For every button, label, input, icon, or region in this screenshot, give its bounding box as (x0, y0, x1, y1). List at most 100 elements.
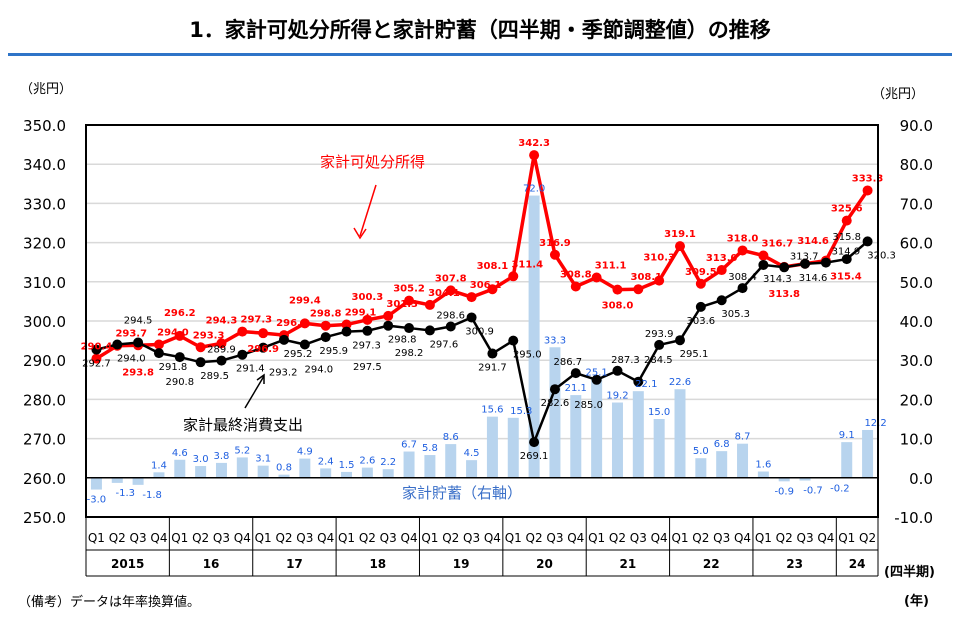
income-point (362, 314, 373, 325)
savings-bar (424, 455, 436, 478)
consumption-label: 297.5 (353, 362, 382, 373)
consumption-point (133, 337, 144, 348)
savings-label: 1.5 (339, 460, 355, 471)
left-tick-label: 280.0 (23, 391, 66, 409)
savings-label: 8.6 (443, 432, 459, 443)
income-point (487, 284, 498, 295)
income-label: 314.6 (797, 236, 829, 247)
savings-label: 6.7 (401, 440, 417, 451)
savings-bar (507, 417, 519, 478)
savings-bar (799, 477, 811, 481)
plot-frame (85, 124, 879, 518)
savings-label: 1.6 (755, 460, 771, 471)
quarter-tick-label: Q2 (359, 531, 376, 545)
consumption-label: 294.0 (305, 365, 334, 376)
income-point (404, 295, 415, 306)
quarter-tick-label: Q4 (651, 531, 668, 545)
quarter-tick-label: Q3 (463, 531, 480, 545)
consumption-label: 292.7 (82, 359, 111, 370)
consumption-label: 303.6 (687, 316, 716, 327)
quarter-tick-label: Q1 (755, 531, 772, 545)
consumption-point (779, 262, 790, 273)
savings-label: 6.8 (714, 439, 730, 450)
savings-bar (528, 195, 540, 478)
income-label: 306.1 (470, 280, 502, 291)
savings-bar (236, 457, 248, 478)
income-point (195, 342, 206, 353)
savings-label: 19.2 (606, 391, 628, 402)
consumption-point (654, 339, 665, 350)
quarter-tick-label: Q1 (505, 531, 522, 545)
savings-label: 15.0 (648, 407, 670, 418)
income-point (508, 271, 519, 282)
consumption-label: 297.6 (430, 339, 459, 350)
income-label: 296.2 (164, 308, 196, 319)
consumption-point (841, 254, 852, 265)
right-tick-label: 0.0 (909, 470, 933, 488)
income-point (424, 299, 435, 310)
consumption-point (237, 349, 248, 360)
consumption-label: 298.8 (388, 335, 417, 346)
quarter-tick-label: Q1 (838, 531, 855, 545)
consumption-point (195, 357, 206, 368)
year-tick-label: 22 (703, 557, 720, 571)
income-label: 333.3 (852, 173, 884, 184)
savings-label: 12.2 (864, 418, 886, 429)
income-label: 294.3 (206, 315, 238, 326)
consumption-label: 294.0 (117, 354, 146, 365)
income-point (529, 150, 540, 161)
consumption-point (299, 339, 310, 350)
income-point (466, 292, 477, 303)
quarter-tick-label: Q4 (817, 531, 834, 545)
savings-bar (320, 468, 332, 478)
left-tick-label: 250.0 (23, 509, 66, 527)
savings-label: 0.8 (276, 463, 292, 474)
income-label: 293.7 (115, 329, 147, 340)
consumption-label: 269.1 (520, 451, 549, 462)
savings-bar (778, 477, 790, 482)
left-tick-label: 350.0 (23, 117, 66, 135)
left-tick-label: 290.0 (23, 352, 66, 370)
consumption-point (91, 344, 102, 355)
savings-annotation: 家計貯蓄（右軸） (402, 484, 522, 502)
savings-bar (841, 442, 853, 478)
income-label: 311.4 (511, 259, 543, 270)
consumption-arrowhead (256, 373, 265, 384)
savings-bar (341, 471, 353, 478)
savings-bar (382, 469, 394, 478)
savings-label: 1.4 (151, 460, 167, 471)
quarter-tick-label: Q1 (421, 531, 438, 545)
quarter-tick-label: Q3 (546, 531, 563, 545)
income-label: 307.8 (435, 273, 467, 284)
consumption-point (737, 283, 748, 294)
savings-label: 15.3 (510, 406, 532, 417)
income-point (737, 245, 748, 256)
consumption-label: 282.6 (541, 398, 570, 409)
year-tick-label: 23 (786, 557, 803, 571)
income-label: 319.1 (664, 229, 696, 240)
quarter-tick-label: Q4 (734, 531, 751, 545)
income-label: 342.3 (518, 138, 550, 149)
income-point (654, 275, 665, 286)
income-label: 301.3 (386, 299, 418, 310)
income-label: 299.1 (345, 308, 377, 319)
quarter-tick-label: Q4 (401, 531, 418, 545)
savings-bar (591, 379, 603, 478)
savings-label: 2.4 (318, 456, 334, 467)
income-point (591, 272, 602, 283)
income-point (445, 285, 456, 296)
quarter-tick-label: Q2 (776, 531, 793, 545)
quarter-tick-label: Q4 (567, 531, 584, 545)
savings-label: 72.0 (523, 184, 545, 195)
income-label: 308.0 (602, 301, 634, 312)
income-label: 290.4 (81, 342, 113, 353)
income-point (91, 353, 102, 364)
left-tick-label: 270.0 (23, 431, 66, 449)
consumption-point (216, 355, 227, 366)
savings-bar (278, 474, 290, 478)
savings-label: 3.8 (214, 451, 230, 462)
quarter-tick-label: Q2 (109, 531, 126, 545)
income-arrow (359, 184, 377, 237)
year-tick-label: 2015 (111, 557, 144, 571)
